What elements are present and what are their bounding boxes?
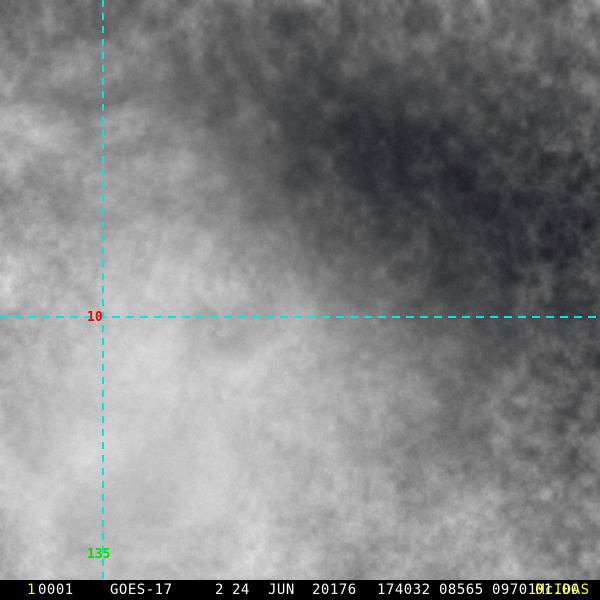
band-number-text: 1 [27,582,36,598]
day-text: 24 [232,582,250,598]
julian-date-text: 20176 [312,582,357,598]
image-info-bar: 1 0001 GOES-17 2 24 JUN 20176 174032 085… [0,580,600,600]
channel-number-text: 2 [215,582,224,598]
line-count-text: 08565 [439,582,484,598]
satellite-name-text: GOES-17 [110,582,173,598]
mcidas-brand-text: McIDAS [536,582,590,598]
month-text: JUN [268,582,295,598]
utc-time-text: 174032 [377,582,431,598]
image-number-text: 0001 [38,582,74,598]
element-count-text: 09701 [492,582,537,598]
resolution-text: 01.00 [535,582,580,598]
